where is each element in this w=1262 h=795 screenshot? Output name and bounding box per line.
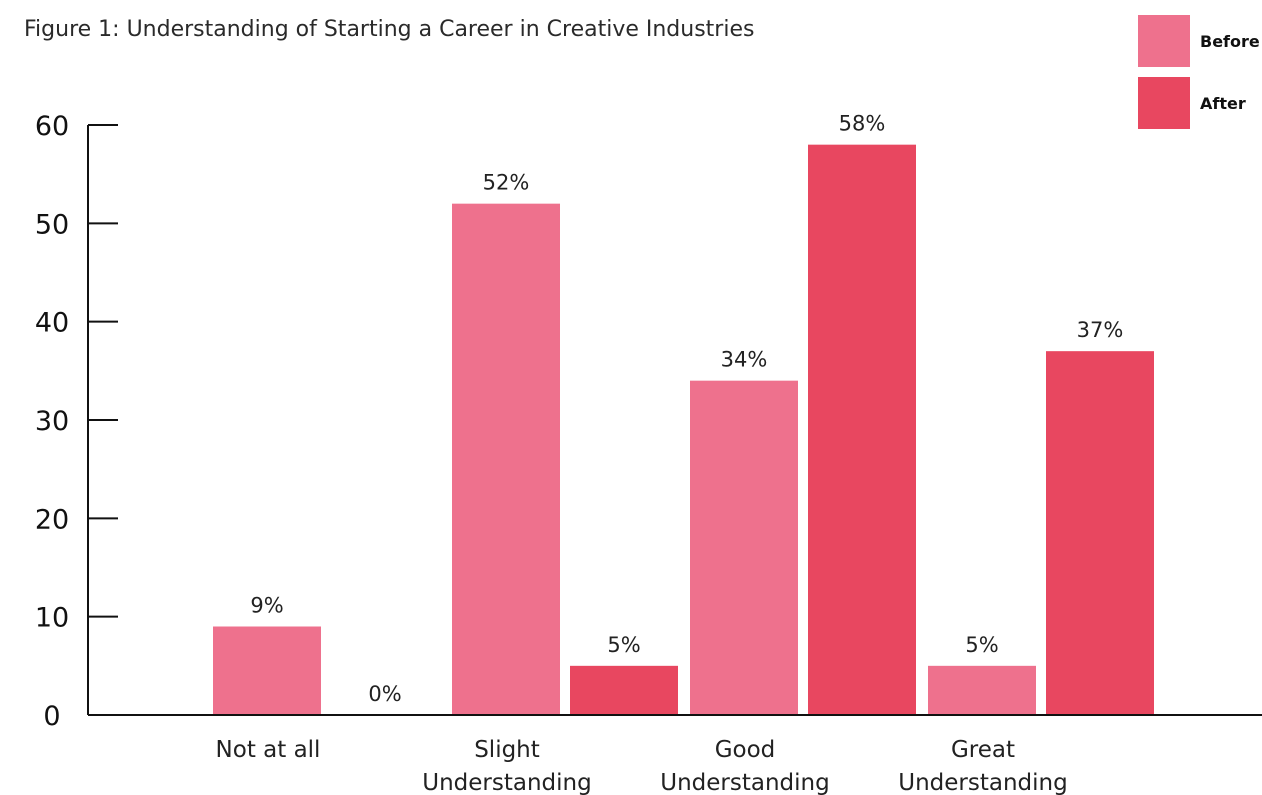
legend: Before After	[1138, 15, 1260, 129]
data-label: 5%	[607, 633, 640, 657]
y-axis: 0 10 20 30 40 50 60	[35, 111, 118, 732]
x-tick-label: Understanding	[898, 770, 1067, 795]
data-labels-group: 9% 0% 52% 5% 34% 58% 5% 37%	[250, 112, 1123, 706]
x-axis-labels: Not at all Slight Understanding Good Underst…	[216, 737, 1068, 795]
bar-after	[808, 144, 916, 715]
x-tick-label: Good	[715, 737, 776, 763]
y-tick-label: 10	[35, 603, 69, 634]
data-label: 0%	[368, 682, 401, 706]
x-tick-label: Great	[951, 737, 1015, 763]
data-label: 58%	[839, 112, 886, 136]
x-tick-label: Understanding	[422, 770, 591, 795]
chart-title: Figure 1: Understanding of Starting a Ca…	[24, 17, 754, 42]
data-label: 9%	[250, 594, 283, 618]
x-tick-label: Slight	[474, 737, 540, 763]
bar-before	[452, 203, 560, 715]
legend-swatch-before	[1138, 15, 1190, 67]
bar-after	[1046, 351, 1154, 715]
data-label: 52%	[483, 171, 530, 195]
x-tick-label: Understanding	[660, 770, 829, 795]
y-tick-label: 40	[35, 308, 69, 339]
y-tick-label: 20	[35, 504, 69, 535]
x-tick-label: Not at all	[216, 737, 321, 763]
legend-swatch-after	[1138, 77, 1190, 129]
bar-before	[690, 380, 798, 715]
bars-group	[213, 144, 1154, 715]
legend-label-after: After	[1200, 94, 1246, 113]
y-tick-label: 60	[35, 111, 69, 142]
data-label: 34%	[721, 348, 768, 372]
y-tick-label: 50	[35, 209, 69, 240]
data-label: 5%	[965, 633, 998, 657]
data-label: 37%	[1077, 318, 1124, 342]
bar-before	[928, 665, 1036, 715]
bar-after	[570, 665, 678, 715]
y-tick-label: 0	[43, 701, 60, 732]
bar-before	[213, 626, 321, 715]
legend-label-before: Before	[1200, 32, 1260, 51]
y-tick-label: 30	[35, 406, 69, 437]
